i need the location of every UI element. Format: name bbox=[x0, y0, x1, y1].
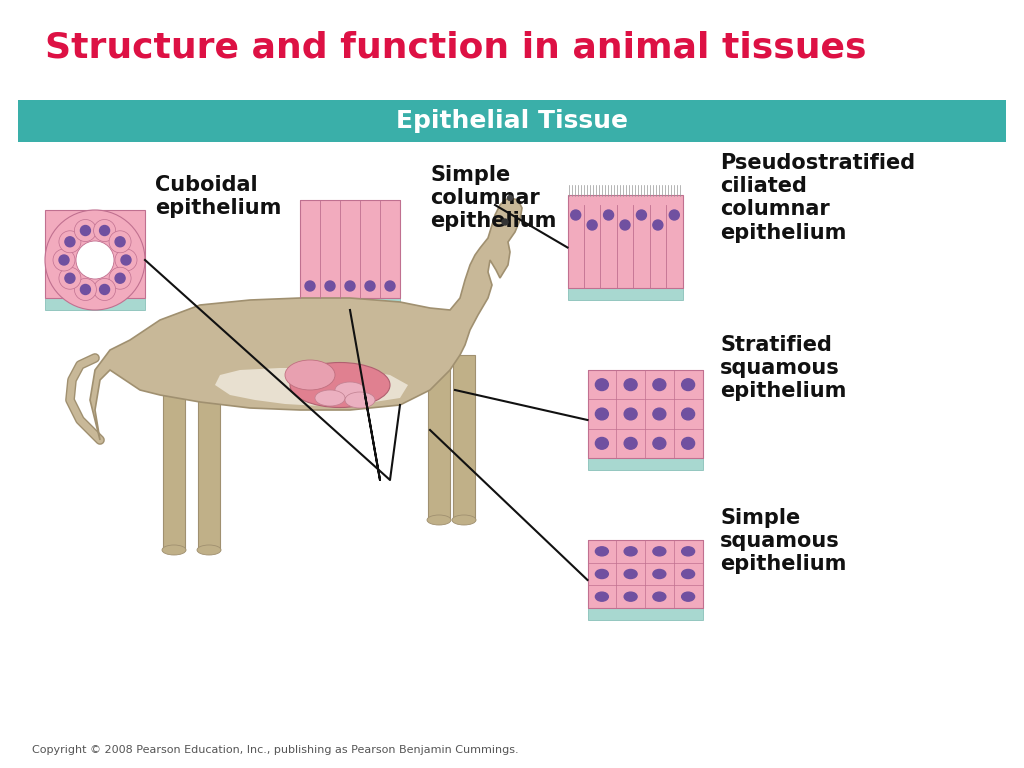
Circle shape bbox=[653, 220, 663, 230]
Circle shape bbox=[65, 237, 75, 247]
Ellipse shape bbox=[595, 592, 608, 601]
Circle shape bbox=[115, 237, 125, 247]
Circle shape bbox=[59, 267, 81, 290]
Circle shape bbox=[620, 220, 630, 230]
Bar bbox=[588, 370, 702, 458]
Text: Simple
squamous
epithelium: Simple squamous epithelium bbox=[720, 508, 847, 574]
Circle shape bbox=[670, 210, 679, 220]
Circle shape bbox=[121, 255, 131, 265]
Ellipse shape bbox=[653, 592, 666, 601]
Ellipse shape bbox=[427, 515, 451, 525]
Ellipse shape bbox=[625, 408, 637, 420]
Circle shape bbox=[603, 210, 613, 220]
Ellipse shape bbox=[197, 545, 221, 555]
Ellipse shape bbox=[162, 545, 186, 555]
Circle shape bbox=[75, 279, 96, 300]
Circle shape bbox=[59, 230, 81, 253]
Circle shape bbox=[93, 220, 116, 241]
Circle shape bbox=[508, 196, 512, 200]
Ellipse shape bbox=[345, 392, 375, 408]
Bar bbox=[300, 298, 400, 310]
Ellipse shape bbox=[653, 379, 666, 391]
Circle shape bbox=[502, 219, 508, 225]
Ellipse shape bbox=[625, 569, 637, 578]
Ellipse shape bbox=[682, 569, 694, 578]
Ellipse shape bbox=[653, 569, 666, 578]
Circle shape bbox=[115, 273, 125, 283]
Text: Copyright © 2008 Pearson Education, Inc., publishing as Pearson Benjamin Cumming: Copyright © 2008 Pearson Education, Inc.… bbox=[32, 745, 518, 755]
Ellipse shape bbox=[625, 547, 637, 556]
Ellipse shape bbox=[682, 379, 694, 391]
Ellipse shape bbox=[595, 569, 608, 578]
Circle shape bbox=[110, 267, 131, 290]
Bar bbox=[588, 608, 702, 620]
Bar bbox=[588, 540, 702, 608]
Circle shape bbox=[75, 220, 96, 241]
Ellipse shape bbox=[335, 382, 365, 398]
Ellipse shape bbox=[290, 362, 390, 408]
PathPatch shape bbox=[215, 368, 408, 406]
Circle shape bbox=[637, 210, 646, 220]
Circle shape bbox=[93, 279, 116, 300]
Bar bbox=[567, 195, 683, 288]
Circle shape bbox=[53, 249, 75, 271]
Bar bbox=[45, 298, 145, 310]
Ellipse shape bbox=[682, 438, 694, 449]
Text: Epithelial Tissue: Epithelial Tissue bbox=[396, 109, 628, 133]
Bar bbox=[45, 210, 145, 298]
Circle shape bbox=[99, 226, 110, 236]
Circle shape bbox=[325, 281, 335, 291]
Text: Simple
columnar
epithelium: Simple columnar epithelium bbox=[430, 165, 556, 231]
Bar bbox=[567, 288, 683, 300]
Circle shape bbox=[385, 281, 395, 291]
Text: Structure and function in animal tissues: Structure and function in animal tissues bbox=[45, 31, 866, 65]
Circle shape bbox=[81, 284, 90, 294]
Bar bbox=[588, 458, 702, 470]
Circle shape bbox=[76, 241, 114, 279]
Ellipse shape bbox=[595, 408, 608, 420]
Ellipse shape bbox=[315, 390, 345, 406]
Ellipse shape bbox=[682, 592, 694, 601]
Ellipse shape bbox=[653, 408, 666, 420]
Ellipse shape bbox=[595, 547, 608, 556]
Ellipse shape bbox=[285, 360, 335, 390]
Circle shape bbox=[99, 284, 110, 294]
PathPatch shape bbox=[90, 198, 522, 440]
Circle shape bbox=[45, 210, 145, 310]
Bar bbox=[198, 395, 220, 550]
Bar bbox=[163, 395, 185, 550]
Circle shape bbox=[345, 281, 355, 291]
Ellipse shape bbox=[452, 515, 476, 525]
Circle shape bbox=[110, 230, 131, 253]
Ellipse shape bbox=[625, 592, 637, 601]
Ellipse shape bbox=[625, 438, 637, 449]
Bar bbox=[300, 200, 400, 298]
Circle shape bbox=[81, 226, 90, 236]
Text: Cuboidal
epithelium: Cuboidal epithelium bbox=[155, 175, 282, 218]
Circle shape bbox=[365, 281, 375, 291]
Bar bbox=[428, 355, 450, 520]
Circle shape bbox=[305, 281, 315, 291]
Text: Stratified
squamous
epithelium: Stratified squamous epithelium bbox=[720, 335, 847, 402]
Ellipse shape bbox=[682, 408, 694, 420]
Circle shape bbox=[65, 273, 75, 283]
Ellipse shape bbox=[653, 547, 666, 556]
Circle shape bbox=[570, 210, 581, 220]
Ellipse shape bbox=[682, 547, 694, 556]
Ellipse shape bbox=[625, 379, 637, 391]
Circle shape bbox=[115, 249, 137, 271]
Bar bbox=[18, 100, 1006, 142]
Bar bbox=[453, 355, 475, 520]
Ellipse shape bbox=[595, 379, 608, 391]
Circle shape bbox=[587, 220, 597, 230]
Ellipse shape bbox=[653, 438, 666, 449]
Circle shape bbox=[59, 255, 69, 265]
Ellipse shape bbox=[595, 438, 608, 449]
Text: Pseudostratified
ciliated
columnar
epithelium: Pseudostratified ciliated columnar epith… bbox=[720, 153, 915, 243]
